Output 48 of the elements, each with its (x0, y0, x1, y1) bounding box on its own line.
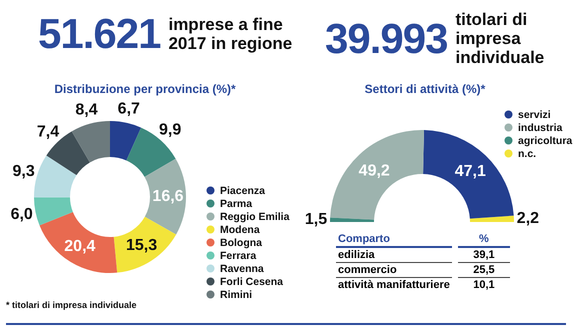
category-label: attività manifatturiere (337, 278, 451, 292)
data-label: 6,0 (10, 206, 33, 223)
legend-label: agricoltura (517, 134, 572, 147)
data-label: 16,6 (152, 188, 184, 206)
legend-label: Ravenna (219, 262, 265, 275)
donut-slice (40, 212, 118, 273)
legend-label: Reggio Emilia (219, 210, 290, 223)
legend-label: Piacenza (219, 184, 266, 197)
legend-label: Bologna (219, 236, 263, 249)
data-label: 15,3 (126, 237, 158, 254)
legend-label: servizi (517, 108, 552, 121)
legend-label: Rimini (219, 288, 254, 301)
chart-title: Settori di attività (%)* (364, 82, 486, 96)
donut-slice (34, 155, 76, 198)
data-label: 47,1 (454, 162, 486, 180)
data-label: 7,4 (36, 123, 60, 140)
data-label: 1,5 (304, 211, 328, 228)
data-label: 10,1 (472, 278, 496, 292)
donut-slice (114, 216, 176, 273)
text: 51.621 (38, 10, 160, 58)
donut-slice (110, 121, 142, 160)
category-label: commercio (336, 263, 452, 278)
data-label: 39,1 (458, 248, 510, 263)
category-label: edilizia (336, 248, 452, 263)
legend-label: n.c. (517, 147, 538, 160)
legend-label: Parma (219, 197, 254, 210)
data-label: 9,3 (12, 163, 35, 180)
text: Comparto (336, 232, 452, 248)
donut-slice (72, 121, 110, 162)
data-label: 49,2 (358, 162, 390, 180)
text: titolari di impresa individuale (455, 10, 546, 67)
donut-slice (144, 158, 186, 234)
data-label: 8,4 (75, 102, 98, 119)
data-label: 2,2 (516, 210, 540, 227)
text: % (458, 232, 510, 248)
donut-slice (34, 197, 73, 226)
legend-label: Modena (219, 223, 261, 236)
data-label: 6,7 (118, 100, 140, 118)
legend-label: Forli Cesena (219, 275, 284, 288)
chart-title: Distribuzione per provincia (%)* (53, 82, 237, 96)
legend-label: industria (517, 121, 564, 134)
text: * titolari di impresa individuale (6, 300, 137, 310)
legend-label: Ferrara (219, 249, 258, 262)
text: imprese a fine 2017 in regione (168, 15, 294, 53)
text: 39.993 (325, 14, 448, 62)
data-label: 20,4 (64, 238, 96, 256)
data-label: 25,5 (458, 263, 510, 278)
data-label: 9,9 (159, 122, 182, 139)
